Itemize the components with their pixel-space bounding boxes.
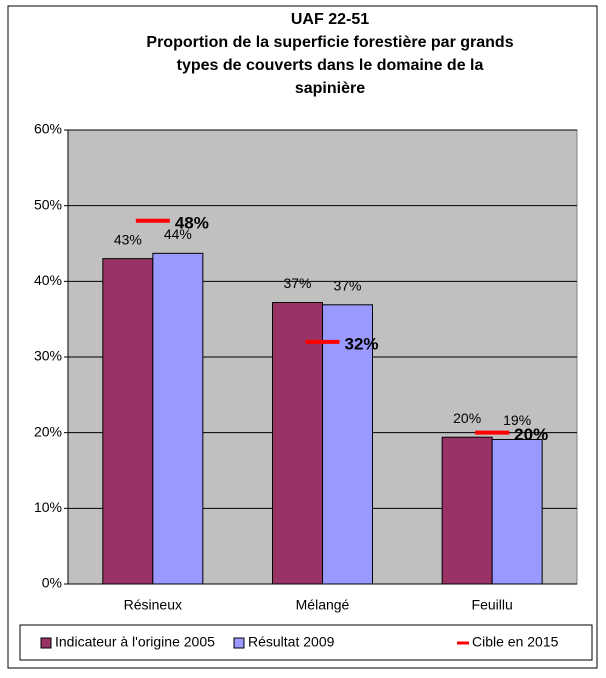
bar bbox=[272, 302, 323, 585]
chart-title: UAF 22-51 bbox=[291, 11, 369, 28]
y-tick-label: 40% bbox=[34, 272, 62, 288]
data-label: 20% bbox=[453, 410, 481, 426]
data-label: 32% bbox=[345, 334, 379, 353]
chart-title: types de couverts dans le domaine de la bbox=[177, 57, 484, 74]
y-tick-label: 50% bbox=[34, 196, 62, 212]
x-tick-label: Résineux bbox=[124, 597, 182, 613]
data-label: 48% bbox=[175, 213, 209, 232]
data-label: 20% bbox=[514, 425, 548, 444]
legend-swatch bbox=[233, 637, 245, 649]
chart-title: Proportion de la superficie forestière p… bbox=[146, 34, 513, 51]
x-tick-label: Feuillu bbox=[472, 597, 513, 613]
bar bbox=[152, 252, 204, 585]
bar bbox=[491, 438, 543, 585]
data-label: 37% bbox=[283, 275, 311, 291]
data-label: 43% bbox=[114, 231, 142, 247]
y-tick-label: 10% bbox=[34, 499, 62, 515]
data-label: 19% bbox=[503, 412, 531, 428]
y-tick-label: 0% bbox=[42, 575, 62, 591]
data-label: 37% bbox=[333, 277, 361, 293]
legend-label: Cible en 2015 bbox=[472, 634, 559, 650]
bar bbox=[441, 436, 493, 585]
legend-box bbox=[19, 624, 593, 661]
legend-swatch bbox=[40, 637, 52, 649]
legend-label: Résultat 2009 bbox=[248, 634, 335, 650]
y-tick-label: 60% bbox=[34, 121, 62, 137]
y-tick-label: 20% bbox=[34, 423, 62, 439]
legend-label: Indicateur à l'origine 2005 bbox=[55, 634, 215, 650]
chart-title: sapinière bbox=[295, 80, 365, 97]
data-label: 44% bbox=[164, 226, 192, 242]
bar bbox=[102, 258, 154, 585]
y-tick-label: 30% bbox=[34, 348, 62, 364]
x-tick-label: Mélangé bbox=[296, 597, 350, 613]
